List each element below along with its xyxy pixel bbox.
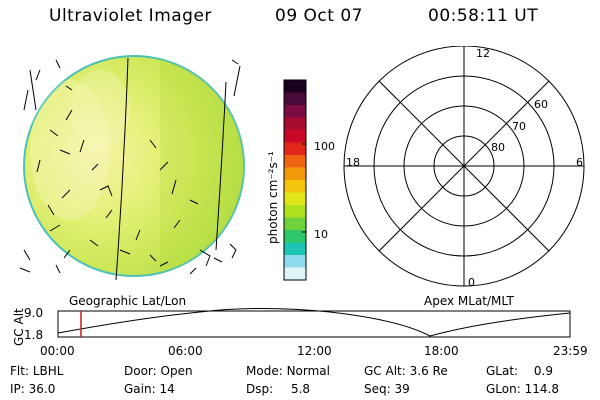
colorbar-unit-label: photon cm⁻²s⁻¹ (266, 151, 280, 244)
time-label: 00:58:11 UT (428, 6, 539, 26)
colorbar-tick-100: 100 (314, 140, 335, 153)
graticule-lines (115, 57, 227, 281)
info-seq: Seq: 39 (364, 382, 410, 396)
info-glat: GLat: 0.9 (486, 364, 554, 378)
orbit-xtick-1200: 12:00 (297, 344, 332, 358)
colorbar (283, 79, 307, 281)
altitude-curve (57, 308, 571, 337)
colorbar-band (284, 130, 306, 143)
mlat-label-70: 70 (512, 120, 526, 133)
colorbar-band (284, 180, 306, 193)
orbit-xtick-0000: 00:00 (40, 344, 75, 358)
apex-label: Apex MLat/MLT (424, 294, 514, 308)
earth-uv-image (19, 55, 245, 281)
orbit-xtick-0600: 06:00 (168, 344, 203, 358)
mlat-label-60: 60 (534, 98, 548, 111)
mlt-label-12: 12 (476, 47, 490, 60)
mlt-label-0: 0 (468, 276, 475, 289)
instrument-title: Ultraviolet Imager (49, 6, 212, 26)
colorbar-band (284, 230, 306, 243)
colorbar-band (284, 167, 306, 181)
colorbar-frame (283, 79, 307, 281)
polar-mlt-grid (343, 46, 585, 287)
colorbar-band (284, 217, 306, 231)
colorbar-tick-10: 10 (314, 228, 328, 241)
colorbar-band (284, 192, 306, 206)
info-ip: IP: 36.0 (10, 382, 56, 396)
info-door: Door: Open (124, 364, 193, 378)
info-glon: GLon: 114.8 (486, 382, 559, 396)
info-gc-alt: GC Alt: 3.6 Re (364, 364, 448, 378)
mlt-label-6: 6 (576, 156, 583, 169)
geographic-label: Geographic Lat/Lon (69, 294, 187, 308)
colorbar-band (284, 142, 306, 156)
info-gain: Gain: 14 (124, 382, 175, 396)
date-label: 09 Oct 07 (275, 6, 363, 26)
info-flt: Flt: LBHL (10, 364, 64, 378)
info-mode: Mode: Normal (246, 364, 330, 378)
colorbar-band (284, 205, 306, 218)
colorbar-band (284, 80, 306, 93)
colorbar-band (284, 267, 306, 281)
orbit-xtick-1800: 18:00 (424, 344, 459, 358)
info-dsp: Dsp: 5.8 (246, 382, 311, 396)
orbit-altitude-plot (57, 308, 571, 338)
colorbar-band (284, 155, 306, 168)
colorbar-band (284, 242, 306, 256)
mlt-label-18: 18 (346, 156, 360, 169)
mlat-label-80: 80 (491, 141, 505, 154)
coastline-outline (19, 59, 241, 275)
colorbar-band (284, 92, 306, 106)
colorbar-band (284, 117, 306, 131)
colorbar-band (284, 255, 306, 268)
colorbar-band (284, 105, 306, 118)
orbit-xtick-2359: 23:59 (553, 344, 588, 358)
orbit-ytick-1-8: 1.8 (24, 328, 44, 342)
orbit-ytick-9: 9.0 (24, 306, 44, 320)
